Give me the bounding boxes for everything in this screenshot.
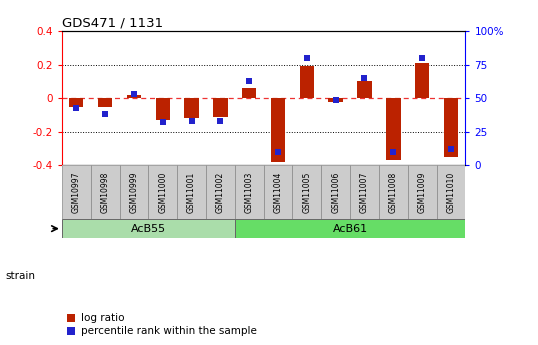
Bar [415, 63, 429, 98]
FancyBboxPatch shape [62, 219, 235, 238]
Text: GSM11008: GSM11008 [389, 172, 398, 213]
Text: GSM11002: GSM11002 [216, 172, 225, 213]
Text: AcB55: AcB55 [131, 224, 166, 234]
FancyBboxPatch shape [235, 166, 264, 219]
FancyBboxPatch shape [379, 166, 408, 219]
Text: GSM11003: GSM11003 [245, 172, 254, 213]
FancyBboxPatch shape [62, 166, 91, 219]
Bar [300, 66, 314, 98]
Text: GSM10998: GSM10998 [101, 172, 110, 213]
Text: GSM10997: GSM10997 [72, 171, 81, 213]
FancyBboxPatch shape [206, 166, 235, 219]
Text: GSM11000: GSM11000 [158, 172, 167, 213]
Text: GSM10999: GSM10999 [130, 171, 138, 213]
Bar [357, 81, 372, 98]
Text: GSM11006: GSM11006 [331, 172, 340, 213]
Bar [271, 98, 285, 162]
Bar [386, 98, 400, 160]
FancyBboxPatch shape [408, 166, 436, 219]
FancyBboxPatch shape [350, 166, 379, 219]
Bar [242, 88, 257, 98]
Bar [69, 98, 83, 107]
Text: AcB61: AcB61 [332, 224, 367, 234]
Bar [185, 98, 199, 118]
Text: strain: strain [5, 271, 36, 281]
Text: GSM11005: GSM11005 [302, 172, 312, 213]
Text: GSM11010: GSM11010 [447, 172, 456, 213]
FancyBboxPatch shape [235, 219, 465, 238]
Text: GSM11004: GSM11004 [273, 172, 282, 213]
FancyBboxPatch shape [177, 166, 206, 219]
Bar [127, 95, 141, 98]
Text: GSM11001: GSM11001 [187, 172, 196, 213]
Bar [329, 98, 343, 102]
FancyBboxPatch shape [148, 166, 177, 219]
FancyBboxPatch shape [436, 166, 465, 219]
FancyBboxPatch shape [264, 166, 293, 219]
FancyBboxPatch shape [293, 166, 321, 219]
Bar [444, 98, 458, 157]
Text: GSM11007: GSM11007 [360, 172, 369, 213]
FancyBboxPatch shape [321, 166, 350, 219]
Bar [155, 98, 170, 120]
Text: GDS471 / 1131: GDS471 / 1131 [62, 17, 163, 30]
Bar [98, 98, 112, 107]
FancyBboxPatch shape [91, 166, 119, 219]
Text: GSM11009: GSM11009 [417, 172, 427, 213]
FancyBboxPatch shape [119, 166, 148, 219]
Legend: log ratio, percentile rank within the sample: log ratio, percentile rank within the sa… [67, 313, 257, 336]
Bar [213, 98, 228, 117]
